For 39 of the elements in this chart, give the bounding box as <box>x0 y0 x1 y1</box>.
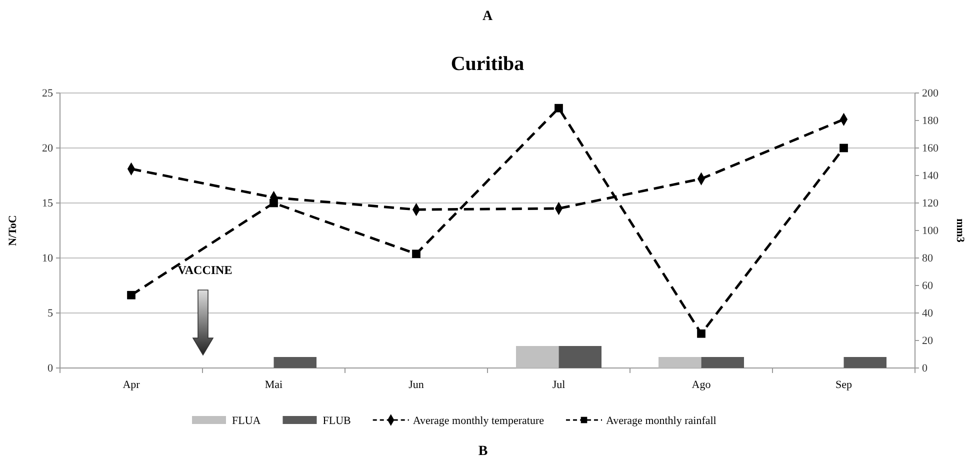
x-tick-label: Apr <box>122 378 140 391</box>
y2-tick-label: 120 <box>922 198 939 210</box>
y2-tick-label: 80 <box>922 252 934 265</box>
text: A <box>482 9 494 24</box>
legend-label: Average monthly temperature <box>412 415 544 427</box>
x-tick-label: Jul <box>552 378 566 391</box>
x-tick-label: Ago <box>692 378 712 391</box>
y2-tick-label: 100 <box>922 225 939 238</box>
y-axis-title: N/ToC <box>7 215 19 246</box>
y-tick-label: 25 <box>42 88 54 100</box>
y-tick-label: 10 <box>42 252 54 265</box>
y2-tick-label: 20 <box>922 335 934 348</box>
legend-label: FLUA <box>232 415 261 427</box>
point <box>270 198 278 208</box>
point <box>554 104 563 112</box>
y2-tick-label: 140 <box>922 170 939 182</box>
y2-axis-title: mm3 <box>954 218 966 243</box>
point <box>840 144 848 152</box>
x-tick-label: Jun <box>408 378 424 391</box>
y2-tick-label: 0 <box>922 362 928 375</box>
y2-tick-label: 40 <box>922 308 934 320</box>
y2-tick-label: 60 <box>922 280 934 292</box>
legend-label: Average monthly rainfall <box>606 415 716 427</box>
y2-tick-label: 160 <box>922 142 939 155</box>
point <box>127 290 136 300</box>
x-tick-label: Sep <box>836 378 852 391</box>
point <box>412 250 420 258</box>
point <box>697 329 706 338</box>
text: B <box>478 444 488 459</box>
y-tick-label: 20 <box>42 142 54 155</box>
y-tick-label: 15 <box>42 198 54 210</box>
y-tick-label: 0 <box>48 362 54 375</box>
y-tick-label: 5 <box>48 308 54 320</box>
legend-label: FLUB <box>322 415 351 427</box>
y2-tick-label: 180 <box>922 115 939 128</box>
y2-tick-label: 200 <box>922 88 939 100</box>
x-tick-label: Mai <box>264 378 283 391</box>
annotation: VACCINE <box>178 263 232 277</box>
chart-title: Curitiba <box>450 53 524 75</box>
